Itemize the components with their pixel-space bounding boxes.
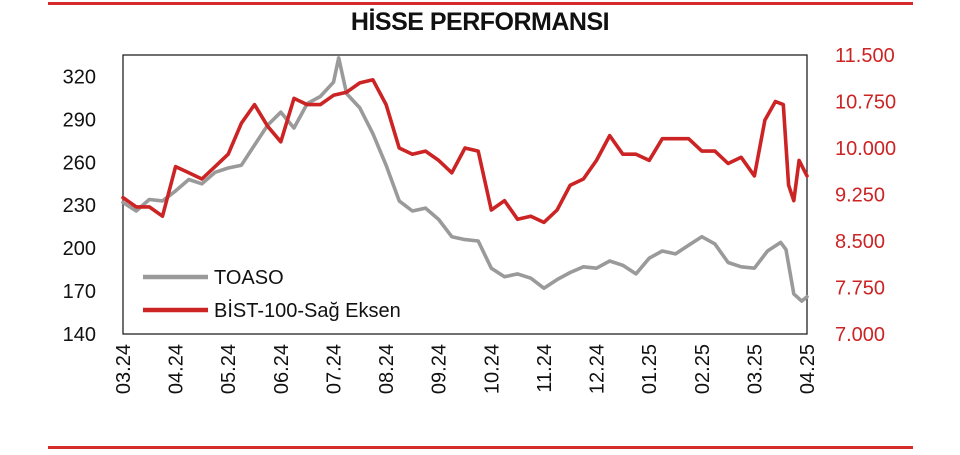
x-axis-tick-label: 02.25 <box>692 344 714 394</box>
series-line-toaso <box>121 56 809 303</box>
chart-title: HİSSE PERFORMANSI <box>350 8 610 36</box>
x-axis-tick-label: 10.24 <box>481 344 503 394</box>
x-axis-tick-label: 04.25 <box>797 344 819 394</box>
left-axis-tick-label: 260 <box>63 152 96 174</box>
x-axis-tick-label: 08.24 <box>376 344 398 394</box>
right-axis-tick-label: 7.750 <box>835 278 885 300</box>
x-axis-tick-label: 05.24 <box>218 344 240 394</box>
left-axis-tick-label: 170 <box>63 281 96 303</box>
legend-label: BİST-100-Sağ Eksen <box>214 299 401 322</box>
right-axis-tick-label: 10.000 <box>835 138 896 160</box>
left-axis-tick-label: 230 <box>63 195 96 217</box>
right-axis-tick-label: 10.750 <box>835 92 896 114</box>
legend-label: TOASO <box>214 267 284 289</box>
left-axis-tick-label: 140 <box>63 324 96 346</box>
plot-frame <box>122 54 808 335</box>
x-axis-tick-label: 07.24 <box>323 344 345 394</box>
x-axis-tick-label: 01.25 <box>639 344 661 394</box>
right-axis-tick-label: 11.500 <box>835 45 895 67</box>
x-axis-tick-label: 04.24 <box>166 344 188 394</box>
left-axis-tick-label: 200 <box>63 238 96 260</box>
x-axis-tick-label: 06.24 <box>271 344 293 394</box>
x-axis-tick-label: 03.25 <box>744 344 766 394</box>
x-axis-tick-label: 11.24 <box>534 344 556 393</box>
x-axis-tick-label: 09.24 <box>429 344 451 394</box>
x-axis-tick-label: 03.24 <box>113 344 135 394</box>
series-line-bist100 <box>121 78 809 225</box>
top-rule <box>48 2 913 5</box>
x-axis-tick-label: 12.24 <box>587 344 609 394</box>
right-axis-tick-label: 9.250 <box>835 185 885 207</box>
left-axis-tick-label: 290 <box>63 109 96 131</box>
bottom-rule <box>48 446 913 449</box>
right-axis-tick-label: 8.500 <box>835 231 885 253</box>
left-axis-tick-label: 320 <box>63 66 96 88</box>
right-axis-tick-label: 7.000 <box>835 324 885 346</box>
